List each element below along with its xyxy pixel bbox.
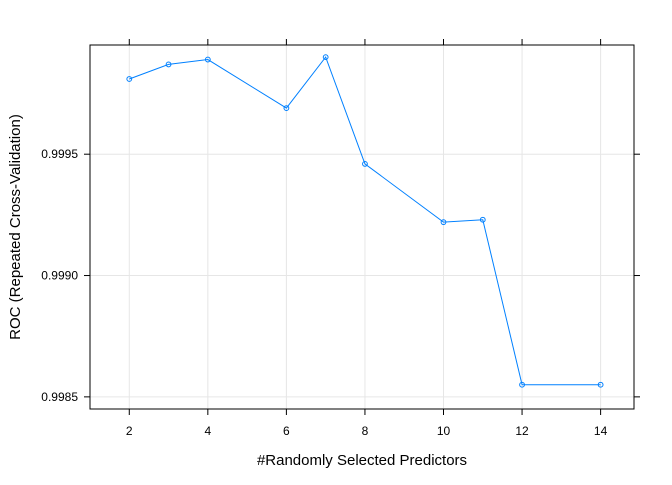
x-tick-label: 6 [283, 424, 290, 438]
data-point [126, 76, 133, 82]
x-tick-label: 4 [204, 424, 211, 438]
x-tick-label: 12 [515, 424, 529, 438]
series-layer [126, 54, 604, 388]
data-point [165, 61, 172, 68]
series-line [129, 56, 601, 386]
data-point [362, 161, 368, 167]
x-tick-label: 2 [126, 424, 133, 438]
grid-layer [90, 45, 634, 409]
data-point [322, 54, 329, 61]
data-point [440, 219, 447, 226]
data-point [204, 56, 211, 63]
data-point [283, 105, 290, 111]
data-point [597, 381, 604, 388]
y-tick-label: 0.9990 [41, 269, 78, 283]
ticks-layer [84, 39, 640, 415]
x-tick-label: 10 [437, 424, 451, 438]
x-tick-label: 8 [362, 424, 369, 438]
y-axis-title: ROC (Repeated Cross-Validation) [7, 114, 24, 340]
data-point [519, 381, 525, 388]
plot-frame [89, 44, 635, 410]
data-point [479, 216, 486, 223]
tick-labels-layer: 2 4 6 8 10 12 14 0.9985 0.9990 0.9995 [41, 147, 607, 438]
y-tick-label: 0.9985 [41, 390, 78, 404]
x-axis-title: #Randomly Selected Predictors [257, 452, 467, 469]
x-tick-label: 14 [594, 424, 608, 438]
y-tick-label: 0.9995 [41, 147, 78, 161]
